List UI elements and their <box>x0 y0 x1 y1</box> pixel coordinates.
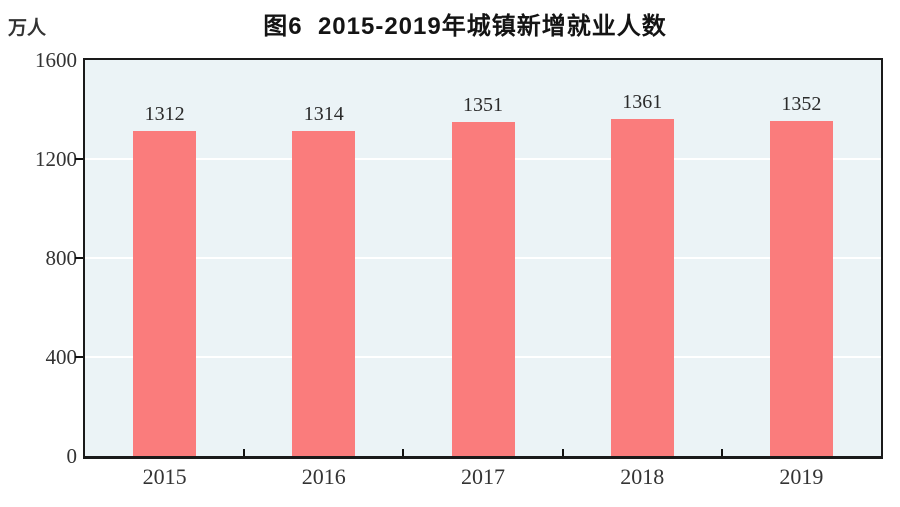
y-axis-tick <box>75 356 83 358</box>
bar <box>133 131 197 456</box>
x-axis-tick <box>720 449 723 456</box>
bar-value-label: 1312 <box>144 103 185 126</box>
y-axis-tick <box>75 257 83 259</box>
chart-title: 图6 2015-2019年城镇新增就业人数 <box>263 13 667 40</box>
y-axis-tick-label: 0 <box>66 444 78 468</box>
bar-value-label: 1352 <box>781 93 822 116</box>
y-axis-unit-label: 万人 <box>8 18 47 39</box>
plot-area: 1312 1314 1351 1361 1352 <box>75 58 883 459</box>
x-axis-tick-label: 2018 <box>620 464 665 489</box>
bar <box>610 119 674 456</box>
bar-value-label: 1351 <box>463 93 503 116</box>
y-axis-tick-label: 1200 <box>35 147 77 171</box>
x-axis-tick <box>402 449 405 456</box>
bar <box>451 121 515 456</box>
x-axis-tick <box>561 449 564 456</box>
bar-value-label: 1314 <box>303 102 344 125</box>
bar <box>292 130 356 456</box>
x-axis-tick-label: 2016 <box>301 464 346 489</box>
bar-value-label: 1361 <box>622 91 663 114</box>
y-axis-tick-label: 400 <box>45 345 78 369</box>
x-axis-tick <box>243 449 246 456</box>
y-axis-tick-label: 800 <box>45 246 78 270</box>
y-axis-tick <box>75 158 83 160</box>
x-axis-tick-label: 2017 <box>461 464 505 489</box>
x-axis-tick-label: 2019 <box>779 464 824 489</box>
y-axis-tick-label: 1600 <box>35 48 77 72</box>
bar <box>769 121 833 456</box>
x-axis-tick-label: 2015 <box>142 464 187 489</box>
